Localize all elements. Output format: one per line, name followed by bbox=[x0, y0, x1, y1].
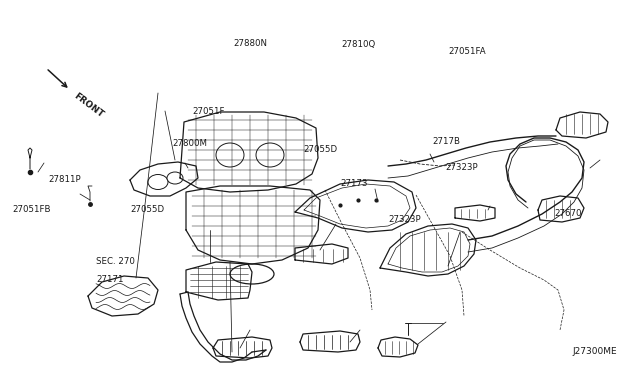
Polygon shape bbox=[213, 337, 272, 358]
Ellipse shape bbox=[148, 174, 168, 189]
Ellipse shape bbox=[167, 172, 183, 184]
Polygon shape bbox=[300, 331, 360, 352]
Polygon shape bbox=[130, 162, 198, 196]
Polygon shape bbox=[295, 180, 416, 232]
Text: 2717B: 2717B bbox=[432, 138, 460, 147]
Polygon shape bbox=[380, 224, 476, 276]
Text: 27171: 27171 bbox=[96, 276, 124, 285]
Text: 27811P: 27811P bbox=[48, 176, 81, 185]
Text: FRONT: FRONT bbox=[72, 91, 105, 119]
Polygon shape bbox=[186, 186, 320, 264]
Text: 27800M: 27800M bbox=[172, 140, 207, 148]
Polygon shape bbox=[378, 337, 418, 357]
Text: 27055D: 27055D bbox=[130, 205, 164, 215]
Text: J27300ME: J27300ME bbox=[572, 347, 616, 356]
Text: 27055D: 27055D bbox=[303, 145, 337, 154]
Text: 27051FA: 27051FA bbox=[448, 48, 486, 57]
Text: 27323P: 27323P bbox=[388, 215, 420, 224]
Text: 27810Q: 27810Q bbox=[341, 39, 375, 48]
Ellipse shape bbox=[216, 143, 244, 167]
Polygon shape bbox=[186, 262, 252, 300]
Polygon shape bbox=[538, 196, 584, 222]
Text: 27670: 27670 bbox=[554, 209, 582, 218]
Polygon shape bbox=[295, 244, 348, 264]
Polygon shape bbox=[455, 205, 495, 221]
Polygon shape bbox=[180, 112, 318, 192]
Text: 27880N: 27880N bbox=[233, 39, 267, 48]
Text: 27051F: 27051F bbox=[192, 108, 225, 116]
Ellipse shape bbox=[256, 143, 284, 167]
Text: 27173: 27173 bbox=[340, 180, 367, 189]
Text: 27323P: 27323P bbox=[445, 164, 477, 173]
Polygon shape bbox=[556, 112, 608, 138]
Text: SEC. 270: SEC. 270 bbox=[96, 257, 135, 266]
Polygon shape bbox=[88, 276, 158, 316]
Ellipse shape bbox=[230, 264, 274, 284]
Text: 27051FB: 27051FB bbox=[12, 205, 51, 215]
